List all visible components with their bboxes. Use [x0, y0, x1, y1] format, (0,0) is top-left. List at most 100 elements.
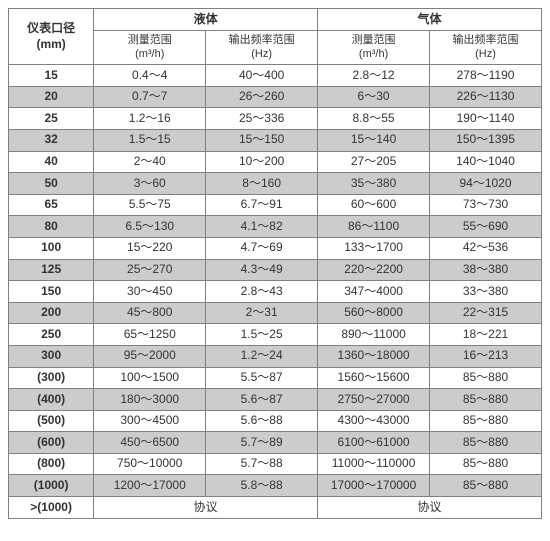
liquid-measure-cell: 750～10000 [94, 453, 206, 475]
gas-freq-cell: 150～1395 [430, 129, 542, 151]
gas-freq-cell: 42～536 [430, 237, 542, 259]
table-header: 仪表口径 (mm) 液体 气体 测量范围 (m³/h) 输出频率范围 (Hz) … [9, 9, 542, 65]
table-row: 402～4010～20027～205140～1040 [9, 151, 542, 173]
gas-measure-cell: 1360～18000 [318, 345, 430, 367]
liquid-measure-cell: 3～60 [94, 173, 206, 195]
gas-freq-cell: 16～213 [430, 345, 542, 367]
liquid-freq-cell: 5.5～87 [206, 367, 318, 389]
footer-diameter: >(1000) [9, 497, 94, 519]
gas-measure-cell: 347～4000 [318, 281, 430, 303]
footer-liquid-agreement: 协议 [94, 497, 318, 519]
diameter-cell: 100 [9, 237, 94, 259]
gas-freq-cell: 22～315 [430, 302, 542, 324]
footer-row: >(1000)协议协议 [9, 497, 542, 519]
table-row: 251.2～1625～3368.8～55190～1140 [9, 108, 542, 130]
gas-freq-cell: 85～880 [430, 389, 542, 411]
liquid-freq-cell: 1.2～24 [206, 345, 318, 367]
diameter-cell: 50 [9, 173, 94, 195]
gas-freq-cell: 38～380 [430, 259, 542, 281]
liquid-measure-cell: 2～40 [94, 151, 206, 173]
liquid-measure-cell: 5.5～75 [94, 194, 206, 216]
gas-freq-cell: 140～1040 [430, 151, 542, 173]
diameter-cell: 300 [9, 345, 94, 367]
liquid-freq-cell: 2.8～43 [206, 281, 318, 303]
header-liquid-freq: 输出频率范围 (Hz) [206, 30, 318, 65]
table-row: 150.4～440～4002.8～12278～1190 [9, 65, 542, 87]
gas-measure-cell: 2750～27000 [318, 389, 430, 411]
gas-measure-cell: 27～205 [318, 151, 430, 173]
liquid-measure-cell: 180～3000 [94, 389, 206, 411]
liquid-freq-cell: 2～31 [206, 302, 318, 324]
gas-freq-cell: 278～1190 [430, 65, 542, 87]
header-diameter-label: 仪表口径 [27, 21, 75, 35]
header-diameter: 仪表口径 (mm) [9, 9, 94, 65]
liquid-measure-cell: 95～2000 [94, 345, 206, 367]
gas-freq-cell: 85～880 [430, 410, 542, 432]
diameter-cell: (800) [9, 453, 94, 475]
diameter-cell: 250 [9, 324, 94, 346]
liquid-measure-cell: 25～270 [94, 259, 206, 281]
liquid-freq-cell: 4.1～82 [206, 216, 318, 238]
liquid-measure-cell: 6.5～130 [94, 216, 206, 238]
header-gas: 气体 [318, 9, 542, 31]
gas-measure-cell: 15～140 [318, 129, 430, 151]
gas-measure-cell: 35～380 [318, 173, 430, 195]
table-row: (500)300～45005.6～884300～4300085～880 [9, 410, 542, 432]
table-row: 10015～2204.7～69133～170042～536 [9, 237, 542, 259]
liquid-measure-cell: 450～6500 [94, 432, 206, 454]
liquid-freq-cell: 6.7～91 [206, 194, 318, 216]
diameter-cell: 125 [9, 259, 94, 281]
header-gas-freq: 输出频率范围 (Hz) [430, 30, 542, 65]
liquid-freq-cell: 5.7～88 [206, 453, 318, 475]
table-row: 806.5～1304.1～8286～110055～690 [9, 216, 542, 238]
gas-freq-cell: 55～690 [430, 216, 542, 238]
liquid-measure-cell: 1.5～15 [94, 129, 206, 151]
footer-gas-agreement: 协议 [318, 497, 542, 519]
gas-freq-cell: 18～221 [430, 324, 542, 346]
gas-measure-cell: 1560～15600 [318, 367, 430, 389]
gas-measure-cell: 11000～110000 [318, 453, 430, 475]
table-row: 25065～12501.5～25890～1100018～221 [9, 324, 542, 346]
liquid-measure-cell: 0.7～7 [94, 86, 206, 108]
liquid-freq-cell: 8～160 [206, 173, 318, 195]
gas-measure-cell: 17000～170000 [318, 475, 430, 497]
liquid-freq-cell: 26～260 [206, 86, 318, 108]
liquid-freq-cell: 4.3～49 [206, 259, 318, 281]
diameter-cell: 80 [9, 216, 94, 238]
liquid-freq-cell: 5.6～88 [206, 410, 318, 432]
diameter-cell: (400) [9, 389, 94, 411]
table-row: 15030～4502.8～43347～400033～380 [9, 281, 542, 303]
table-row: 30095～20001.2～241360～1800016～213 [9, 345, 542, 367]
table-row: (600)450～65005.7～896100～6100085～880 [9, 432, 542, 454]
liquid-freq-cell: 10～200 [206, 151, 318, 173]
table-row: 200.7～726～2606～30226～1130 [9, 86, 542, 108]
diameter-cell: 200 [9, 302, 94, 324]
gas-measure-cell: 2.8～12 [318, 65, 430, 87]
gas-freq-cell: 85～880 [430, 453, 542, 475]
gas-measure-cell: 890～11000 [318, 324, 430, 346]
table-row: (300)100～15005.5～871560～1560085～880 [9, 367, 542, 389]
gas-measure-cell: 4300～43000 [318, 410, 430, 432]
liquid-measure-cell: 30～450 [94, 281, 206, 303]
table-row: 20045～8002～31560～800022～315 [9, 302, 542, 324]
liquid-freq-cell: 5.7～89 [206, 432, 318, 454]
diameter-cell: 25 [9, 108, 94, 130]
diameter-cell: (600) [9, 432, 94, 454]
table-row: (400)180～30005.6～872750～2700085～880 [9, 389, 542, 411]
liquid-freq-cell: 5.8～88 [206, 475, 318, 497]
gas-measure-cell: 560～8000 [318, 302, 430, 324]
diameter-cell: 65 [9, 194, 94, 216]
liquid-freq-cell: 15～150 [206, 129, 318, 151]
table-row: (800)750～100005.7～8811000～11000085～880 [9, 453, 542, 475]
gas-measure-cell: 6100～61000 [318, 432, 430, 454]
liquid-measure-cell: 45～800 [94, 302, 206, 324]
diameter-cell: 150 [9, 281, 94, 303]
liquid-measure-cell: 100～1500 [94, 367, 206, 389]
diameter-cell: 32 [9, 129, 94, 151]
liquid-freq-cell: 25～336 [206, 108, 318, 130]
gas-measure-cell: 133～1700 [318, 237, 430, 259]
gas-freq-cell: 226～1130 [430, 86, 542, 108]
liquid-freq-cell: 1.5～25 [206, 324, 318, 346]
gas-freq-cell: 73～730 [430, 194, 542, 216]
header-diameter-unit: (mm) [36, 37, 65, 51]
